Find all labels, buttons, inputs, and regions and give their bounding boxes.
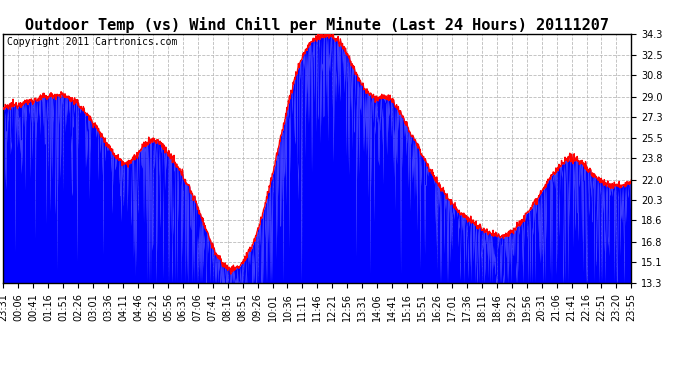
- Text: Copyright 2011 Cartronics.com: Copyright 2011 Cartronics.com: [7, 38, 177, 48]
- Title: Outdoor Temp (vs) Wind Chill per Minute (Last 24 Hours) 20111207: Outdoor Temp (vs) Wind Chill per Minute …: [26, 16, 609, 33]
